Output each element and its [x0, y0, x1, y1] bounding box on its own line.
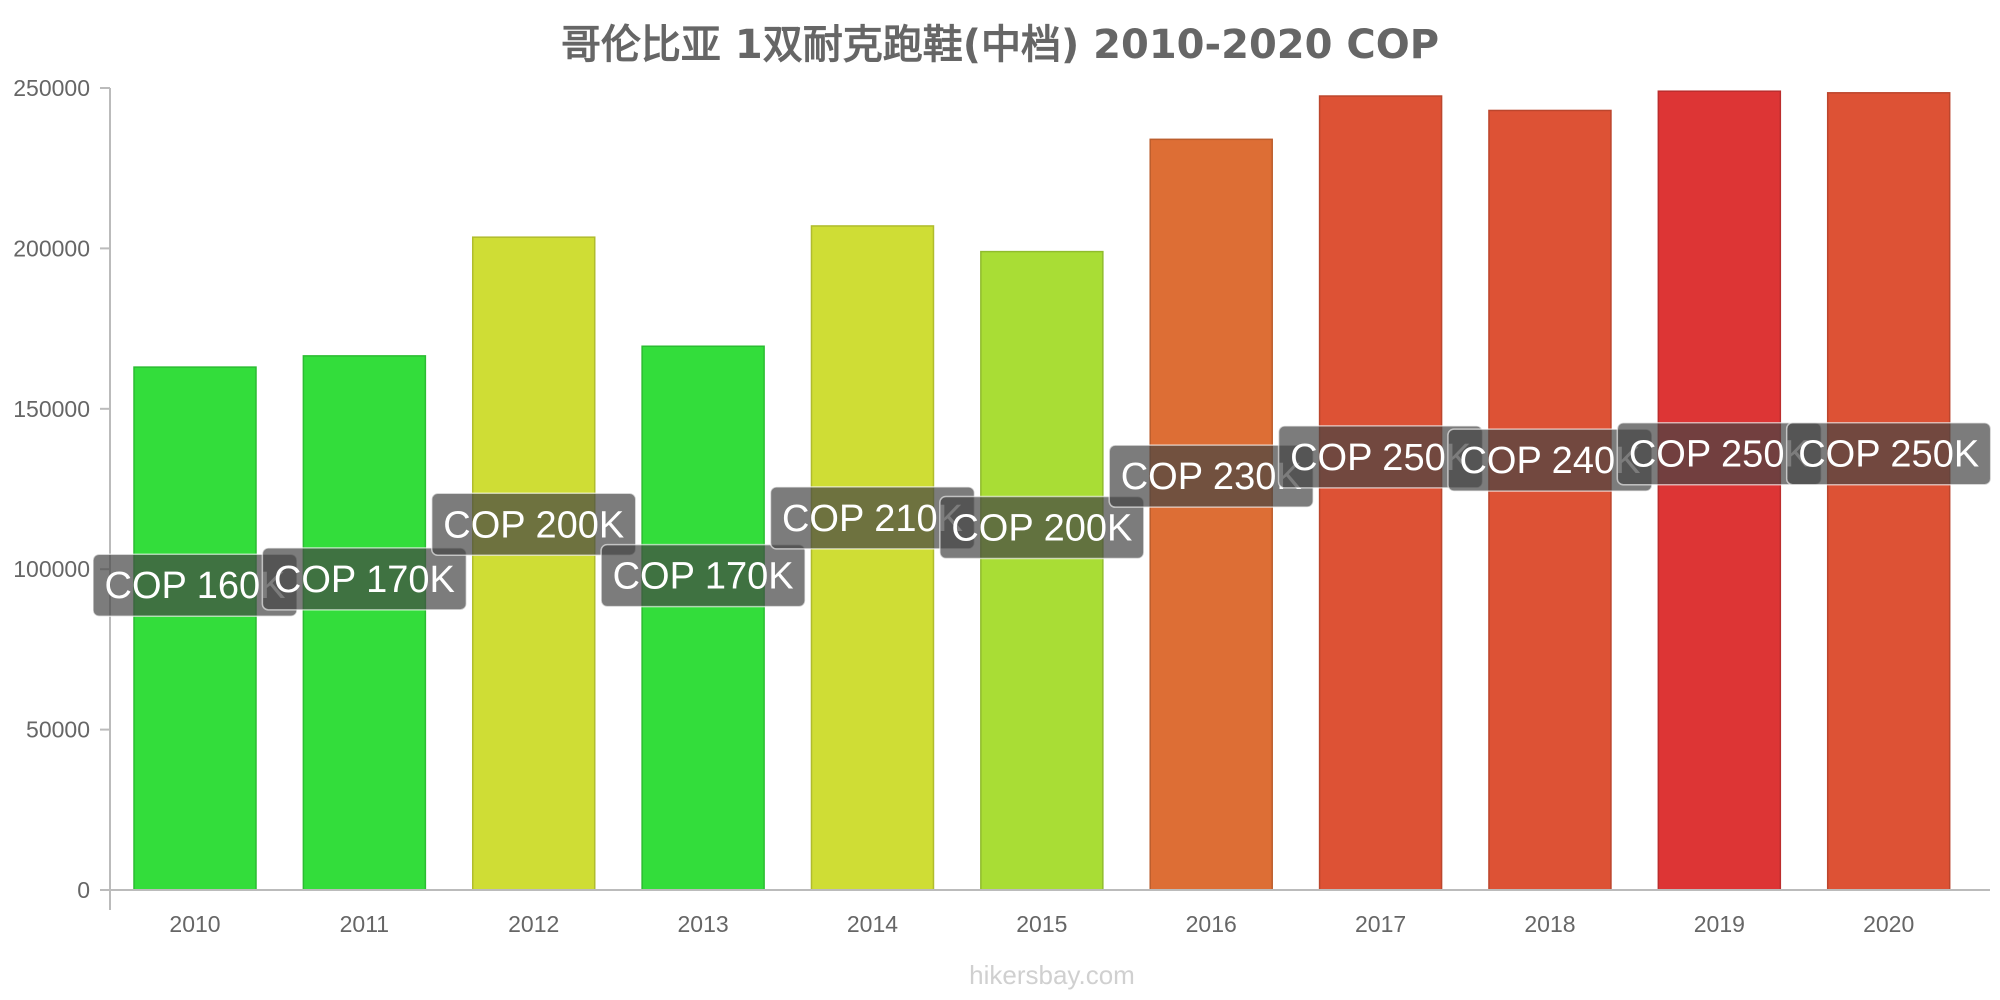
bar-2014	[810, 225, 935, 891]
y-tick-label: 150000	[13, 396, 90, 422]
value-label-2020: COP 250K	[1785, 421, 1992, 486]
value-label-text: COP 200K	[951, 507, 1132, 549]
value-label-text: COP 230K	[1121, 456, 1302, 498]
value-label-2019: COP 250K	[1616, 421, 1823, 486]
source-watermark: hikersbay.com	[969, 960, 1135, 990]
bar-series	[133, 90, 1951, 891]
x-tick-label: 2016	[1186, 911, 1237, 937]
value-label-text: COP 240K	[1459, 440, 1640, 482]
value-label-2013: COP 170K	[600, 543, 806, 608]
x-tick-label: 2012	[508, 911, 559, 937]
bar-2013	[641, 345, 765, 891]
x-tick-label: 2017	[1355, 911, 1406, 937]
x-tick-label: 2020	[1863, 911, 1914, 937]
value-label-text: COP 170K	[274, 559, 455, 601]
x-tick-label: 2011	[340, 911, 389, 937]
value-label-2017: COP 250K	[1277, 425, 1484, 489]
value-label-box	[261, 547, 468, 611]
y-axis: 0 50000 100000 150000 200000 250000	[13, 75, 111, 910]
value-label-box	[600, 543, 806, 608]
value-label-text: COP 250K	[1290, 437, 1471, 479]
y-tick-label: 50000	[26, 717, 90, 743]
bar-2016	[1149, 138, 1273, 891]
bar-2019	[1657, 90, 1782, 891]
x-tick-label: 2010	[169, 911, 220, 937]
y-tick-label: 100000	[13, 556, 90, 582]
x-axis: 2010 2011 2012 2013 2014 2015 2016 2017 2018 2019…	[110, 889, 1990, 937]
bar-2011	[302, 355, 427, 891]
value-label-2014: COP 210K	[769, 486, 976, 550]
x-tick-label: 2019	[1694, 911, 1745, 937]
x-tick-label: 2013	[678, 911, 729, 937]
bar-2012	[471, 236, 596, 891]
value-label-box	[1785, 421, 1992, 486]
value-label-2018: COP 240K	[1447, 428, 1653, 492]
y-tick-label: 200000	[13, 235, 90, 261]
chart-title: 哥伦比亚 1双耐克跑鞋(中档) 2010-2020 COP	[561, 22, 1439, 68]
value-label-text: COP 170K	[613, 556, 794, 598]
x-tick-label: 2018	[1524, 911, 1575, 937]
x-tick-label: 2014	[847, 911, 898, 937]
value-label-text: COP 200K	[443, 504, 624, 546]
value-label-2010: COP 160K	[92, 553, 298, 617]
x-tick-label: 2015	[1016, 911, 1067, 937]
bar-2018	[1488, 109, 1612, 891]
value-label-2011: COP 170K	[261, 547, 468, 611]
value-label-2015: COP 200K	[939, 495, 1145, 560]
bar-2015	[980, 250, 1104, 891]
value-label-box	[430, 492, 637, 557]
bar-2010	[133, 366, 257, 891]
y-tick-label: 0	[77, 877, 90, 903]
value-label-text: COP 160K	[105, 565, 286, 607]
value-label-2012: COP 200K	[430, 492, 637, 557]
value-label-2016: COP 230K	[1108, 444, 1314, 508]
y-tick-label: 250000	[13, 75, 90, 101]
bar-2020	[1826, 92, 1951, 891]
value-label-text: COP 210K	[782, 498, 963, 540]
bar-2017	[1318, 95, 1443, 891]
value-label-box	[939, 495, 1145, 560]
value-label-text: COP 250K	[1798, 434, 1979, 476]
value-label-text: COP 250K	[1629, 434, 1810, 476]
